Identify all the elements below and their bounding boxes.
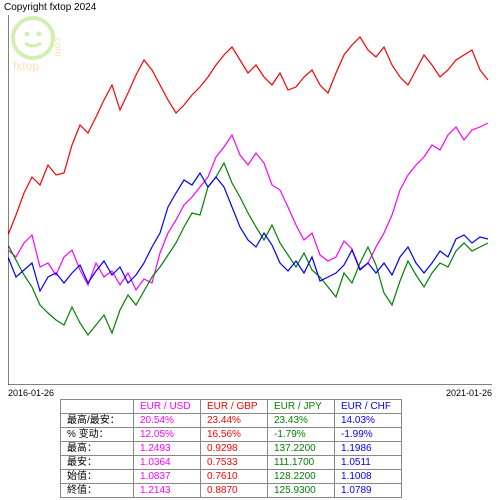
- x-axis-end: 2021-01-26: [446, 388, 492, 398]
- table-cell: 1.1008: [335, 470, 402, 484]
- table-row-label: 最安：: [61, 456, 134, 470]
- table-cell: 1.0789: [335, 484, 402, 498]
- chart-area: [8, 15, 492, 385]
- table-row-label: % 变动：: [61, 428, 134, 442]
- svg-text:fxtop: fxtop: [13, 59, 39, 73]
- table-cell: 23.43%: [268, 414, 335, 428]
- table-cell: 0.8870: [201, 484, 268, 498]
- watermark-logo: .com fxtop: [5, 10, 75, 80]
- series-line: [8, 163, 488, 335]
- table-row-label: 最高/最安：: [61, 414, 134, 428]
- table-cell: 0.7610: [201, 470, 268, 484]
- table-cell: 0.9298: [201, 442, 268, 456]
- table-cell: 20.54%: [134, 414, 201, 428]
- table-cell: 125.9300: [268, 484, 335, 498]
- table-cell: 1.0364: [134, 456, 201, 470]
- table-cell: 137.2200: [268, 442, 335, 456]
- table-cell: 0.7533: [201, 456, 268, 470]
- table-row-label: 始值：: [61, 470, 134, 484]
- stats-table: EUR / USDEUR / GBPEUR / JPYEUR / CHF 最高/最…: [60, 399, 402, 498]
- table-row-label: 終值：: [61, 484, 134, 498]
- table-cell: 111.1700: [268, 456, 335, 470]
- x-axis-start: 2016-01-26: [8, 388, 54, 398]
- table-cell: 128.2200: [268, 470, 335, 484]
- table-cell: -1.79%: [268, 428, 335, 442]
- table-corner: [61, 400, 134, 414]
- table-header: EUR / JPY: [268, 400, 335, 414]
- table-cell: 14.03%: [335, 414, 402, 428]
- series-line: [8, 37, 488, 235]
- table-cell: 1.0511: [335, 456, 402, 470]
- table-cell: 1.2143: [134, 484, 201, 498]
- table-cell: 16.56%: [201, 428, 268, 442]
- table-cell: 1.0837: [134, 470, 201, 484]
- table-header: EUR / GBP: [201, 400, 268, 414]
- svg-text:.com: .com: [52, 35, 63, 57]
- table-cell: 1.2493: [134, 442, 201, 456]
- table-row-label: 最高：: [61, 442, 134, 456]
- line-chart: [8, 15, 492, 385]
- series-line: [8, 173, 488, 291]
- copyright-text: Copyright fxtop 2024: [4, 2, 96, 13]
- table-cell: 23.44%: [201, 414, 268, 428]
- table-header: EUR / USD: [134, 400, 201, 414]
- table-cell: 12.05%: [134, 428, 201, 442]
- table-header: EUR / CHF: [335, 400, 402, 414]
- table-cell: -1.99%: [335, 428, 402, 442]
- table-cell: 1.1986: [335, 442, 402, 456]
